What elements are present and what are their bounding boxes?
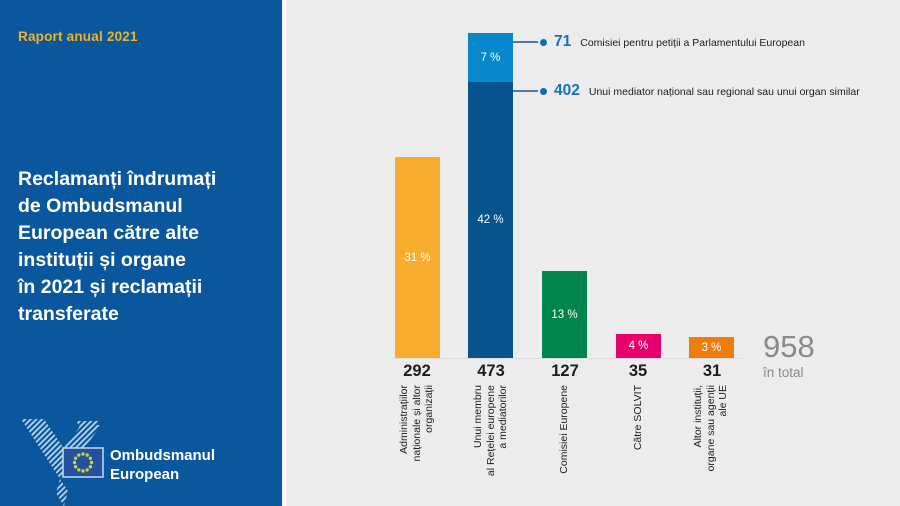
bar-solvit: 4 % [616,334,661,358]
bar-segment-petitii: 7 % [468,33,513,82]
bar-category-label: Unui membru al Rețelei europene a mediat… [472,385,509,477]
total-label: în total [763,365,804,380]
bar-category-label: Altor instituții, organe sau agenții ale… [692,385,729,472]
bar-retea-mediatori: 7 % 42 % [468,33,513,358]
bar-administratii-nationale: 31 % [395,157,440,358]
bar-percent-label: 31 % [404,251,431,264]
callout-text: Unui mediator național sau regional sau … [588,86,860,98]
callout-dot-icon [540,87,547,95]
bar-value: 31 [702,362,722,380]
callout-text: Comisiei pentru petiții a Parlamentului … [580,37,805,49]
axis-baseline [390,358,742,359]
bar-value: 473 [477,362,505,380]
page-title: Reclamanți îndrumați de Ombudsmanul Euro… [18,168,217,325]
total-value: 958 [763,329,815,364]
callout-line [513,41,538,43]
callout-value: 71 [554,33,572,50]
total-block: 958 în total [763,329,815,381]
callout-value: 402 [554,82,580,99]
bar-category-label: Administrațiilor naționale și altor orga… [398,385,435,462]
bar-value: 35 [628,362,648,380]
ombudsman-logo-text: Ombudsmanul European [110,447,216,483]
bar-comisia-europeana: 13 % [542,271,587,358]
report-year-label: Raport anual 2021 [18,29,138,44]
bar-category-label: Către SOLVIT [632,385,644,451]
bar-alte-institutii: 3 % [689,337,734,358]
bar-percent-label: 3 % [701,341,722,354]
bar-percent-label: 7 % [480,51,501,64]
sidebar-panel: Raport anual 2021 Reclamanți îndrumați d… [0,0,282,506]
bar-percent-label: 4 % [628,340,649,352]
callout-dot-icon [540,38,547,46]
bar-value: 292 [403,362,431,380]
bar-category-label: Comisiei Europene [558,385,570,474]
bar-percent-label: 13 % [551,308,578,321]
callout-petitii: 71 Comisiei pentru petiții a Parlamentul… [513,33,805,50]
bar-percent-label: 42 % [477,214,504,226]
bar-value: 127 [551,362,579,380]
eu-flag-icon [62,447,104,478]
chart-canvas: 31 % 7 % 42 % 13 % 4 % 3 % 71 Comisiei p… [286,0,900,506]
callout-mediator-national: 402 Unui mediator național sau regional … [513,82,860,99]
callout-line [513,90,538,92]
bar-segment-mediator-national: 42 % [468,82,513,358]
